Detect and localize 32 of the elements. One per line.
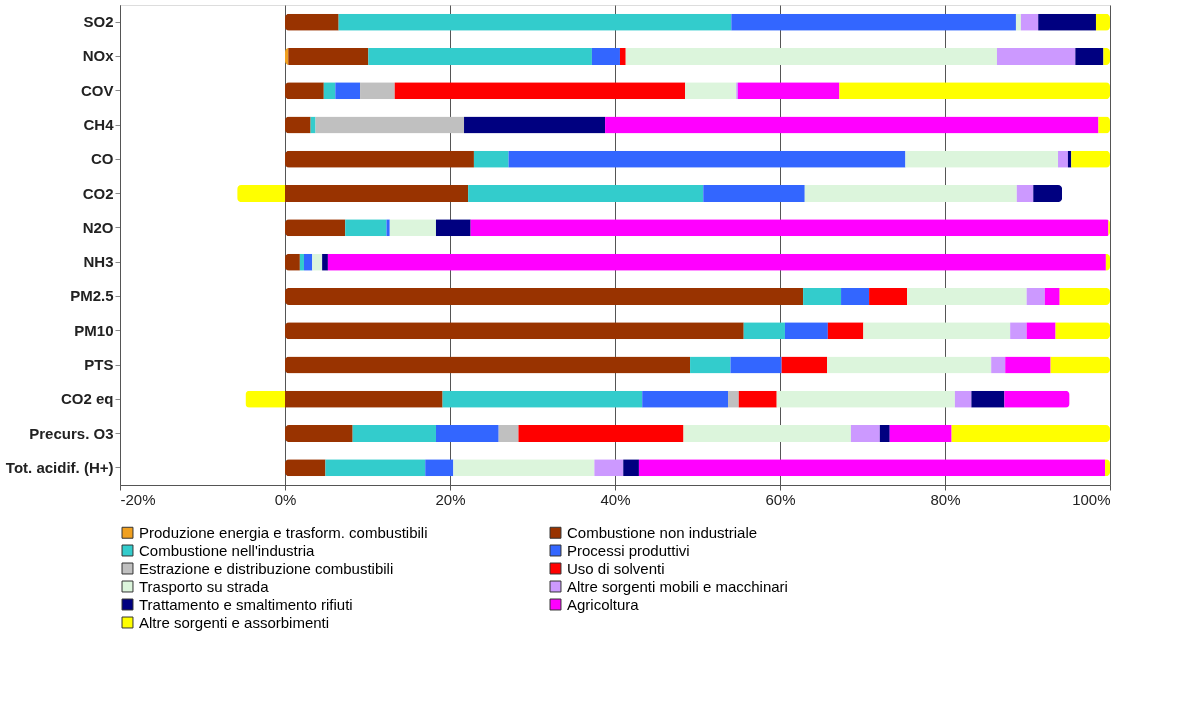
- legend-label: Agricoltura: [567, 595, 640, 613]
- x-tick-label: 100%: [1072, 490, 1111, 508]
- y-tick-label: NOx: [82, 47, 115, 65]
- x-tick-label: 0%: [274, 490, 297, 508]
- y-tick-label: PM10: [74, 321, 114, 339]
- x-tick-label: 80%: [930, 490, 961, 508]
- x-tick-label: 20%: [435, 490, 466, 508]
- y-tick-label: CO2 eq: [60, 390, 114, 408]
- legend-label: Altre sorgenti e assorbimenti: [139, 613, 330, 631]
- legend-label: Combustione nell'industria: [139, 541, 316, 559]
- y-tick-label: CO: [91, 150, 114, 168]
- y-tick-label: N2O: [82, 218, 114, 236]
- legend-label: Combustione non industriale: [567, 523, 758, 541]
- legend-label: Trattamento e smaltimento rifiuti: [139, 595, 353, 613]
- x-tick-label: -20%: [120, 490, 156, 508]
- x-tick-label: 40%: [600, 490, 631, 508]
- legend-label: Altre sorgenti mobili e macchinari: [567, 577, 788, 595]
- legend-label: Produzione energia e trasform. combustibili: [139, 523, 428, 541]
- y-tick-label: CH4: [83, 116, 115, 133]
- y-tick-label: Precurs. O3: [29, 424, 114, 442]
- y-tick-label: CO2: [82, 184, 114, 202]
- y-tick-label: Tot. acidif. (H+): [5, 458, 114, 476]
- legend-label: Processi produttivi: [567, 541, 690, 559]
- y-tick-label: PTS: [84, 356, 114, 373]
- y-tick-label: SO2: [83, 13, 114, 31]
- x-tick-label: 60%: [765, 490, 796, 508]
- y-tick-label: COV: [80, 81, 114, 99]
- legend-label: Estrazione e distribuzione combustibili: [139, 559, 394, 577]
- y-tick-label: PM2.5: [70, 287, 114, 305]
- y-tick-label: NH3: [83, 253, 114, 271]
- legend-label: Trasporto su strada: [139, 577, 270, 595]
- legend-label: Uso di solventi: [567, 559, 665, 577]
